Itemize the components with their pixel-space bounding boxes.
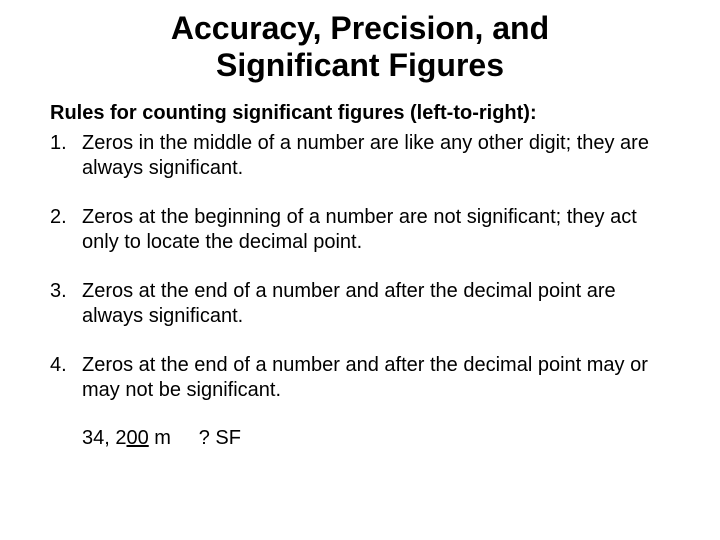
title-line-1: Accuracy, Precision, and — [171, 10, 549, 46]
rule-text: Zeros at the end of a number and after t… — [82, 280, 616, 327]
rule-text: Zeros in the middle of a number are like… — [82, 132, 649, 179]
rule-item: 2. Zeros at the beginning of a number ar… — [50, 205, 670, 255]
rule-number: 1. — [50, 131, 67, 156]
rule-text: Zeros at the end of a number and after t… — [82, 354, 648, 401]
rule-number: 2. — [50, 205, 67, 230]
example-question: ? SF — [199, 427, 241, 449]
rule-text: Zeros at the beginning of a number are n… — [82, 206, 637, 253]
example-suffix: m — [149, 427, 171, 449]
rule-number: 3. — [50, 279, 67, 304]
example-underlined: 00 — [126, 427, 148, 449]
rules-heading: Rules for counting significant figures (… — [50, 102, 670, 125]
rule-number: 4. — [50, 353, 67, 378]
example-line: 34, 200 m ? SF — [50, 427, 670, 450]
rule-item: 1. Zeros in the middle of a number are l… — [50, 131, 670, 181]
rules-list: 1. Zeros in the middle of a number are l… — [50, 131, 670, 403]
title-line-2: Significant Figures — [216, 47, 504, 83]
rule-item: 3. Zeros at the end of a number and afte… — [50, 279, 670, 329]
rule-item: 4. Zeros at the end of a number and afte… — [50, 353, 670, 403]
slide-title: Accuracy, Precision, and Significant Fig… — [50, 10, 670, 84]
example-prefix: 34, 2 — [82, 427, 126, 449]
